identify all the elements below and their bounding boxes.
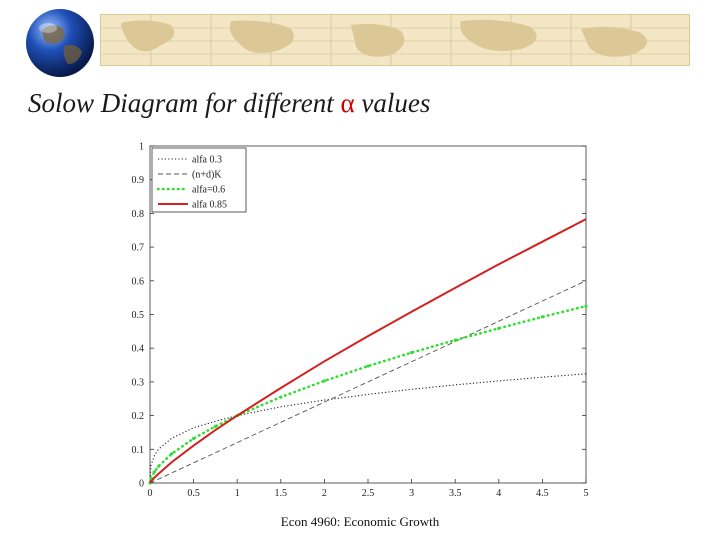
- series-point: [497, 326, 501, 330]
- series-point: [279, 395, 283, 399]
- y-tick-label: 0.3: [132, 377, 145, 388]
- x-tick-label: 1.5: [275, 488, 288, 499]
- series-point: [213, 424, 217, 428]
- x-tick-label: 1: [235, 488, 240, 499]
- y-tick-label: 0.6: [132, 276, 145, 287]
- series-point: [322, 379, 326, 383]
- series-line-1: [149, 280, 587, 484]
- y-tick-label: 0.2: [132, 411, 145, 422]
- legend-label: (n+d)K: [192, 170, 222, 181]
- y-tick-label: 0.4: [132, 344, 145, 355]
- x-tick-label: 4: [496, 488, 501, 499]
- series-point: [540, 315, 544, 319]
- y-tick-label: 0: [139, 479, 144, 490]
- y-tick-label: 0.1: [132, 445, 145, 456]
- chart-svg: 0 0.5 1 1.5 2 2.5 3 3.5 4 4.5 5 0 0.1 0.2 0.3 0.4 0.5 0.6…: [132, 142, 589, 500]
- y-tick-label: 0.5: [132, 310, 145, 321]
- y-tick-label: 0.8: [132, 209, 145, 220]
- legend-label: alfa=0.6: [192, 185, 225, 196]
- y-tick-label: 0.7: [132, 243, 145, 254]
- series-line-0: [149, 373, 587, 484]
- x-tick-label: 0.5: [187, 488, 200, 499]
- series-point: [170, 452, 174, 456]
- y-tick-label: 1: [139, 142, 144, 153]
- series-point: [366, 364, 370, 368]
- slide-title: Solow Diagram for different α values: [28, 88, 430, 119]
- series-point: [152, 470, 156, 474]
- series-point: [584, 304, 588, 308]
- x-tick-label: 3.5: [449, 488, 462, 499]
- x-tick-label: 2: [322, 488, 327, 499]
- slide-title-prefix: Solow Diagram for different: [28, 88, 341, 118]
- x-tick-label: 5: [584, 488, 589, 499]
- legend-label: alfa 0.3: [192, 155, 222, 166]
- world-map-graphic: [101, 15, 689, 65]
- x-tick-label: 4.5: [536, 488, 549, 499]
- series-point: [192, 436, 196, 441]
- slide-footer: Econ 4960: Economic Growth: [280, 514, 440, 529]
- solow-chart: 0 0.5 1 1.5 2 2.5 3 3.5 4 4.5 5 0 0.1 0.2 0.3 0.4 0.5 0.6…: [120, 138, 600, 500]
- series-line-2: [148, 304, 588, 485]
- globe-icon: [20, 6, 102, 80]
- series-point: [453, 338, 457, 342]
- y-tick-label: 0.9: [132, 175, 145, 186]
- slide-title-suffix: values: [354, 88, 431, 118]
- series-point: [157, 464, 161, 468]
- alpha-symbol: α: [340, 88, 355, 118]
- world-map-band: [100, 14, 690, 66]
- x-tick-label: 2.5: [362, 488, 375, 499]
- legend-label: alfa 0.85: [192, 200, 227, 211]
- legend-box: [151, 147, 247, 213]
- series-point: [410, 350, 414, 355]
- x-tick-label: 0: [148, 488, 153, 499]
- x-tick-label: 3: [409, 488, 414, 499]
- series-line-3: [149, 218, 587, 484]
